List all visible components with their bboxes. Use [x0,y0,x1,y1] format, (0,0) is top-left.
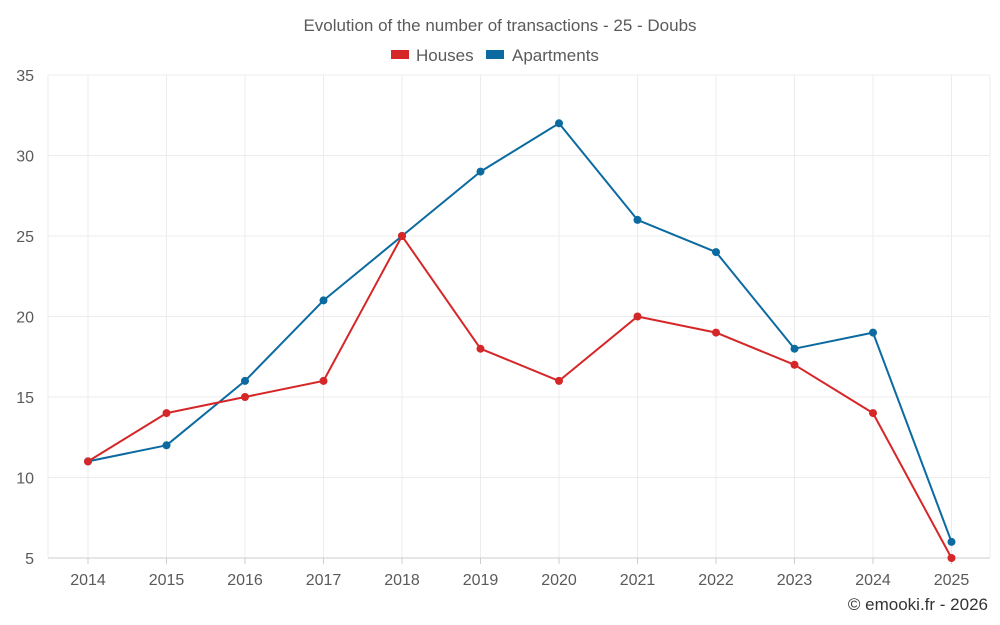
y-tick-label: 10 [16,471,34,488]
x-tick-label: 2025 [934,572,970,589]
series-apartments [84,119,956,546]
data-point-apartments[interactable] [241,376,249,385]
series-line-houses [87,235,953,559]
x-axis-ticks: 2014 2015 2016 2017 2018 2019 2020 2021 2022 2023… [70,558,969,589]
credit-text: © emooki.fr - 2026 [848,595,988,614]
data-point-houses[interactable] [869,409,877,418]
data-point-houses[interactable] [790,360,799,369]
y-tick-label: 15 [16,390,34,407]
y-axis-ticks: 5 10 15 20 25 30 35 [16,68,34,568]
y-tick-label: 20 [16,310,34,327]
data-point-apartments[interactable] [555,119,563,128]
data-point-houses[interactable] [947,554,956,562]
legend-label-houses: Houses [416,46,474,65]
x-tick-label: 2015 [149,572,185,589]
x-tick-label: 2022 [698,572,734,589]
series-houses [84,232,956,562]
data-point-apartments[interactable] [712,248,720,257]
legend-swatch-houses [391,50,409,59]
legend-label-apartments: Apartments [512,46,599,65]
y-tick-label: 25 [16,229,34,246]
x-tick-label: 2018 [384,572,420,589]
x-tick-label: 2020 [541,572,577,589]
legend-item-apartments[interactable]: Apartments [486,46,599,65]
data-point-houses[interactable] [319,376,328,385]
data-point-apartments[interactable] [790,344,799,353]
series-line-apartments [87,122,953,543]
x-tick-label: 2021 [620,572,656,589]
data-point-apartments[interactable] [947,537,956,546]
y-tick-label: 35 [16,68,34,85]
x-tick-label: 2014 [70,572,106,589]
chart-title: Evolution of the number of transactions … [303,16,696,35]
data-point-houses[interactable] [476,344,485,353]
data-point-apartments[interactable] [869,328,877,337]
data-point-houses[interactable] [241,393,249,401]
legend-item-houses[interactable]: Houses [391,46,474,65]
data-point-houses[interactable] [84,457,92,466]
x-tick-label: 2017 [306,572,342,589]
data-point-houses[interactable] [712,328,720,337]
data-point-houses[interactable] [398,232,406,240]
data-point-houses[interactable] [162,409,171,418]
x-tick-label: 2016 [227,572,263,589]
series-layer [84,119,956,562]
legend-swatch-apartments [486,50,504,59]
data-point-houses[interactable] [633,312,642,321]
data-point-apartments[interactable] [633,215,642,224]
y-tick-label: 30 [16,149,34,166]
y-tick-label: 5 [25,551,34,568]
data-point-apartments[interactable] [476,167,485,176]
x-tick-label: 2023 [777,572,813,589]
data-point-apartments[interactable] [162,441,171,450]
x-tick-label: 2019 [463,572,499,589]
y-gridlines [48,74,990,478]
legend: Houses Apartments [391,46,599,65]
x-tick-label: 2024 [855,572,891,589]
data-point-apartments[interactable] [319,296,328,305]
data-point-houses[interactable] [555,376,563,385]
